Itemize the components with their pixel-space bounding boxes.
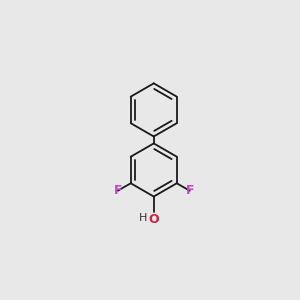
Text: F: F (113, 184, 122, 197)
Text: F: F (185, 184, 194, 197)
Text: H: H (139, 213, 148, 223)
Text: O: O (148, 213, 159, 226)
